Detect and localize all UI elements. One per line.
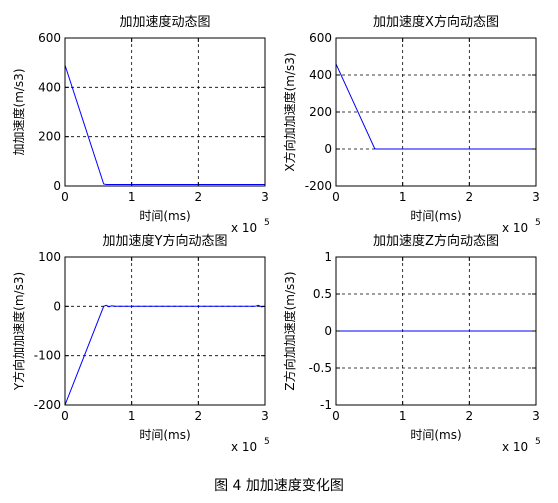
subplot-title: 加加速度X方向动态图 (373, 14, 499, 30)
subplot-title: 加加速度Y方向动态图 (103, 233, 228, 249)
y-tick-label: -100 (34, 349, 61, 363)
y-tick-label: -200 (305, 179, 332, 193)
x-exponent: x 10 (502, 440, 528, 454)
x-axis-label: 时间(ms) (410, 428, 461, 442)
x-tick-label: 3 (261, 190, 269, 204)
x-axis-label: 时间(ms) (139, 428, 190, 442)
x-exponent-power: 5 (264, 218, 270, 228)
y-tick-label: 0 (324, 142, 332, 156)
data-line (64, 64, 265, 185)
x-tick-label: 3 (532, 190, 540, 204)
x-tick-label: 0 (332, 409, 340, 423)
figure-caption: 图 4 加加速度变化图 (214, 478, 344, 494)
x-tick-label: 1 (128, 409, 136, 423)
y-tick-label: 0 (53, 299, 61, 313)
axes-box (64, 37, 266, 187)
y-tick-label: 100 (38, 250, 61, 264)
y-tick-label: -1 (320, 398, 332, 412)
x-tick-label: 2 (195, 190, 203, 204)
y-axis-label: Y方向加加速度(m/s3) (11, 272, 26, 391)
x-tick-label: 3 (532, 409, 540, 423)
x-exponent-power: 5 (535, 437, 541, 447)
y-tick-label: 600 (309, 31, 332, 45)
x-exponent: x 10 (231, 221, 257, 235)
y-tick-label: 1 (324, 250, 332, 264)
x-tick-label: 0 (61, 409, 69, 423)
subplot-title: 加加速度动态图 (119, 14, 210, 30)
y-tick-label: 0 (324, 324, 332, 338)
y-tick-label: -200 (34, 398, 61, 412)
x-tick-label: 2 (466, 190, 474, 204)
x-tick-label: 1 (399, 190, 407, 204)
x-exponent: x 10 (502, 221, 528, 235)
data-line (335, 63, 536, 150)
y-axis-label: 加加速度(m/s3) (11, 69, 26, 156)
x-tick-label: 1 (399, 409, 407, 423)
x-tick-label: 0 (332, 190, 340, 204)
subplot-1: 加加速度动态图 0 1 2 3 0 200 400 600 时间(ms) x 10 5 加加速度(m/s… (11, 14, 270, 235)
x-tick-label: 2 (195, 409, 203, 423)
x-exponent: x 10 (231, 440, 257, 454)
y-tick-label: 0 (53, 179, 61, 193)
x-tick-label: 1 (128, 190, 136, 204)
x-tick-label: 3 (261, 409, 269, 423)
x-tick-label: 0 (61, 190, 69, 204)
subplot-3: 加加速度Y方向动态图 0 1 2 3 -200 -100 0 100 时间(ms) x 10 5 Y方向… (11, 233, 270, 454)
y-tick-label: -0.5 (309, 361, 332, 375)
y-axis-label: X方向加加速度(m/s3) (282, 52, 297, 171)
x-exponent-power: 5 (535, 218, 541, 228)
x-axis-label: 时间(ms) (410, 209, 461, 223)
subplot-title: 加加速度Z方向动态图 (373, 233, 499, 249)
x-tick-label: 2 (466, 409, 474, 423)
axes-box (64, 256, 266, 406)
y-axis-label: Z方向加加速度(m/s3) (282, 271, 297, 390)
y-tick-label: 400 (309, 68, 332, 82)
y-tick-label: 400 (38, 80, 61, 94)
y-tick-label: 600 (38, 31, 61, 45)
y-tick-label: 0.5 (313, 287, 332, 301)
data-line (64, 304, 266, 406)
y-tick-label: 200 (38, 130, 61, 144)
y-tick-label: 200 (309, 105, 332, 119)
x-exponent-power: 5 (264, 437, 270, 447)
x-axis-label: 时间(ms) (139, 209, 190, 223)
